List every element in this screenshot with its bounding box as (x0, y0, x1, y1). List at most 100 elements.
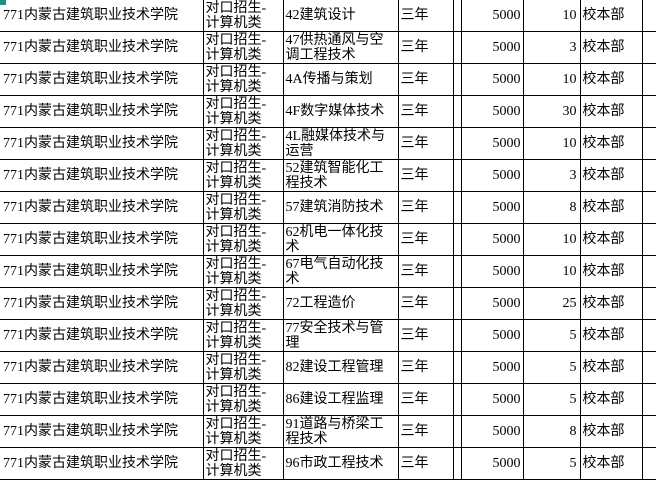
empty-tail-cell[interactable] (641, 223, 656, 256)
campus-cell[interactable]: 校本部 (579, 127, 643, 160)
campus-cell[interactable]: 校本部 (579, 63, 643, 96)
admission-category-cell[interactable]: 对口招生- 计算机类 (202, 95, 284, 128)
campus-cell[interactable]: 校本部 (579, 447, 643, 480)
empty-tail-cell[interactable] (641, 319, 656, 352)
tuition-fee-cell[interactable]: 5000 (460, 127, 524, 160)
campus-cell[interactable]: 校本部 (579, 95, 643, 128)
school-name-cell[interactable]: 771内蒙古建筑职业技术学院 (0, 351, 204, 384)
tuition-fee-cell[interactable]: 5000 (460, 95, 524, 128)
major-name-cell[interactable]: 4L融媒体技术与 运营 (282, 127, 399, 160)
major-name-cell[interactable]: 42建筑设计 (282, 0, 399, 32)
duration-cell[interactable]: 三年 (397, 415, 454, 448)
school-name-cell[interactable]: 771内蒙古建筑职业技术学院 (0, 223, 204, 256)
plan-count-cell[interactable]: 10 (522, 63, 581, 96)
empty-tail-cell[interactable] (641, 159, 656, 192)
tuition-fee-cell[interactable]: 5000 (460, 447, 524, 480)
admission-category-cell[interactable]: 对口招生- 计算机类 (202, 223, 284, 256)
empty-tail-cell[interactable] (641, 0, 656, 32)
major-name-cell[interactable]: 62机电一体化技 术 (282, 223, 399, 256)
campus-cell[interactable]: 校本部 (579, 191, 643, 224)
major-name-cell[interactable]: 4F数字媒体技术 (282, 95, 399, 128)
campus-cell[interactable]: 校本部 (579, 0, 643, 32)
empty-gap-cell[interactable] (452, 255, 462, 288)
plan-count-cell[interactable]: 3 (522, 159, 581, 192)
campus-cell[interactable]: 校本部 (579, 159, 643, 192)
tuition-fee-cell[interactable]: 5000 (460, 63, 524, 96)
plan-count-cell[interactable]: 10 (522, 223, 581, 256)
empty-tail-cell[interactable] (641, 255, 656, 288)
tuition-fee-cell[interactable]: 5000 (460, 159, 524, 192)
school-name-cell[interactable]: 771内蒙古建筑职业技术学院 (0, 63, 204, 96)
duration-cell[interactable]: 三年 (397, 383, 454, 416)
tuition-fee-cell[interactable]: 5000 (460, 415, 524, 448)
school-name-cell[interactable]: 771内蒙古建筑职业技术学院 (0, 415, 204, 448)
major-name-cell[interactable]: 47供热通风与空 调工程技术 (282, 31, 399, 64)
school-name-cell[interactable]: 771内蒙古建筑职业技术学院 (0, 31, 204, 64)
plan-count-cell[interactable]: 5 (522, 383, 581, 416)
major-name-cell[interactable]: 52建筑智能化工 程技术 (282, 159, 399, 192)
duration-cell[interactable]: 三年 (397, 31, 454, 64)
empty-tail-cell[interactable] (641, 383, 656, 416)
admission-category-cell[interactable]: 对口招生- 计算机类 (202, 255, 284, 288)
plan-count-cell[interactable]: 3 (522, 31, 581, 64)
duration-cell[interactable]: 三年 (397, 287, 454, 320)
tuition-fee-cell[interactable]: 5000 (460, 223, 524, 256)
school-name-cell[interactable]: 771内蒙古建筑职业技术学院 (0, 95, 204, 128)
campus-cell[interactable]: 校本部 (579, 415, 643, 448)
admission-category-cell[interactable]: 对口招生- 计算机类 (202, 0, 284, 32)
empty-tail-cell[interactable] (641, 287, 656, 320)
admission-category-cell[interactable]: 对口招生- 计算机类 (202, 191, 284, 224)
empty-gap-cell[interactable] (452, 383, 462, 416)
empty-tail-cell[interactable] (641, 63, 656, 96)
plan-count-cell[interactable]: 5 (522, 351, 581, 384)
empty-gap-cell[interactable] (452, 0, 462, 32)
major-name-cell[interactable]: 91道路与桥梁工 程技术 (282, 415, 399, 448)
empty-gap-cell[interactable] (452, 31, 462, 64)
major-name-cell[interactable]: 57建筑消防技术 (282, 191, 399, 224)
tuition-fee-cell[interactable]: 5000 (460, 383, 524, 416)
campus-cell[interactable]: 校本部 (579, 351, 643, 384)
major-name-cell[interactable]: 4A传播与策划 (282, 63, 399, 96)
empty-gap-cell[interactable] (452, 319, 462, 352)
school-name-cell[interactable]: 771内蒙古建筑职业技术学院 (0, 383, 204, 416)
empty-tail-cell[interactable] (641, 447, 656, 480)
empty-tail-cell[interactable] (641, 127, 656, 160)
empty-gap-cell[interactable] (452, 415, 462, 448)
admission-category-cell[interactable]: 对口招生- 计算机类 (202, 31, 284, 64)
major-name-cell[interactable]: 72工程造价 (282, 287, 399, 320)
campus-cell[interactable]: 校本部 (579, 223, 643, 256)
plan-count-cell[interactable]: 10 (522, 127, 581, 160)
admission-category-cell[interactable]: 对口招生- 计算机类 (202, 447, 284, 480)
tuition-fee-cell[interactable]: 5000 (460, 351, 524, 384)
campus-cell[interactable]: 校本部 (579, 255, 643, 288)
school-name-cell[interactable]: 771内蒙古建筑职业技术学院 (0, 191, 204, 224)
plan-count-cell[interactable]: 10 (522, 255, 581, 288)
tuition-fee-cell[interactable]: 5000 (460, 0, 524, 32)
duration-cell[interactable]: 三年 (397, 159, 454, 192)
school-name-cell[interactable]: 771内蒙古建筑职业技术学院 (0, 255, 204, 288)
major-name-cell[interactable]: 77安全技术与管 理 (282, 319, 399, 352)
duration-cell[interactable]: 三年 (397, 223, 454, 256)
campus-cell[interactable]: 校本部 (579, 287, 643, 320)
major-name-cell[interactable]: 96市政工程技术 (282, 447, 399, 480)
empty-tail-cell[interactable] (641, 415, 656, 448)
plan-count-cell[interactable]: 8 (522, 415, 581, 448)
tuition-fee-cell[interactable]: 5000 (460, 287, 524, 320)
school-name-cell[interactable]: 771内蒙古建筑职业技术学院 (0, 287, 204, 320)
admission-category-cell[interactable]: 对口招生- 计算机类 (202, 319, 284, 352)
school-name-cell[interactable]: 771内蒙古建筑职业技术学院 (0, 127, 204, 160)
duration-cell[interactable]: 三年 (397, 447, 454, 480)
major-name-cell[interactable]: 67电气自动化技 术 (282, 255, 399, 288)
empty-tail-cell[interactable] (641, 191, 656, 224)
campus-cell[interactable]: 校本部 (579, 383, 643, 416)
admission-category-cell[interactable]: 对口招生- 计算机类 (202, 415, 284, 448)
empty-gap-cell[interactable] (452, 223, 462, 256)
empty-gap-cell[interactable] (452, 159, 462, 192)
school-name-cell[interactable]: 771内蒙古建筑职业技术学院 (0, 159, 204, 192)
plan-count-cell[interactable]: 8 (522, 191, 581, 224)
empty-gap-cell[interactable] (452, 287, 462, 320)
plan-count-cell[interactable]: 10 (522, 0, 581, 32)
admission-category-cell[interactable]: 对口招生- 计算机类 (202, 383, 284, 416)
duration-cell[interactable]: 三年 (397, 127, 454, 160)
school-name-cell[interactable]: 771内蒙古建筑职业技术学院 (0, 319, 204, 352)
